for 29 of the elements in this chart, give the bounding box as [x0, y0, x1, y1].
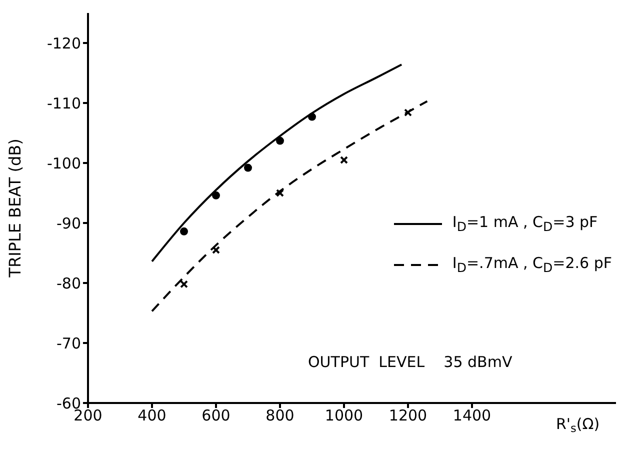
y-tick-label: -70	[56, 334, 81, 352]
line-series	[151, 64, 403, 262]
y-tick-label: -120	[46, 34, 81, 52]
annotation: OUTPUT LEVEL 35 dBmV	[308, 353, 512, 371]
y-tick-label: -110	[46, 94, 81, 112]
point	[340, 156, 348, 164]
point	[404, 108, 412, 117]
x-tick-label: 1000	[324, 406, 364, 425]
point	[180, 280, 188, 288]
point	[276, 189, 284, 197]
x-tick-label: 1200	[388, 406, 428, 425]
x-tick-label: 800	[266, 406, 294, 425]
point	[212, 246, 220, 254]
x-tick-label: 400	[138, 406, 166, 425]
y-axis-title: TRIPLE BEAT (dB)	[6, 138, 25, 278]
point	[276, 136, 284, 145]
y-tick-label: -80	[56, 274, 81, 292]
legend-label: I$_{D}$=.7mA , C$_{D}$=2.6 pF	[452, 254, 612, 275]
point	[212, 191, 220, 200]
x-axis-title: R'$_{s}$(Ω)	[556, 415, 600, 436]
y-tick-label: -90	[56, 214, 81, 232]
line-series	[151, 100, 428, 312]
legend-label: I$_{D}$=1 mA , C$_{D}$=3 pF	[452, 213, 598, 234]
point	[180, 227, 188, 236]
x-tick-label: 1400	[452, 406, 492, 425]
point	[244, 164, 252, 172]
x-tick-label: 600	[202, 406, 230, 425]
point	[308, 112, 316, 121]
y-tick-label: -100	[46, 154, 81, 172]
